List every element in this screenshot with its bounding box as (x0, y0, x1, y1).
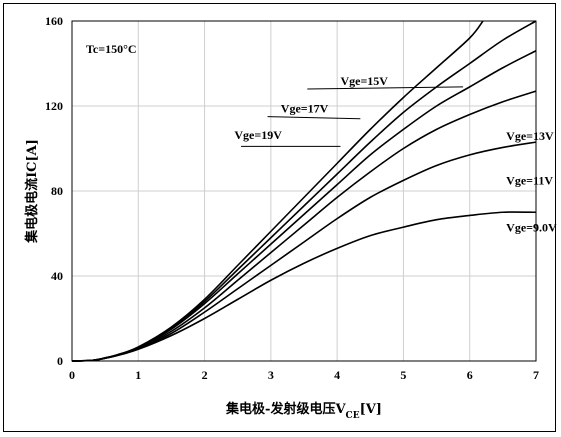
y-tick-label: 40 (51, 269, 63, 283)
x-tick-label: 1 (135, 368, 141, 382)
x-axis-label: 集电极-发射级电压VCE[V] (225, 401, 382, 421)
x-tick-label: 0 (69, 368, 75, 382)
callout-line (307, 86, 464, 90)
series-label: Vge=19V (234, 128, 282, 142)
series-label: Vge=13V (506, 129, 554, 143)
series-line (71, 211, 537, 362)
series-line (71, 141, 537, 362)
x-axis-label-sub: CE (346, 411, 360, 421)
y-tick-labels: 0 40 80 120 160 (45, 14, 63, 368)
x-tick-labels: 0 1 2 3 4 5 6 7 (69, 368, 539, 382)
plot-border (71, 20, 537, 362)
callout-line (267, 116, 361, 120)
series-label: Vge=17V (281, 101, 329, 115)
series-line (71, 90, 537, 362)
series-label: Vge=9.0V (506, 220, 557, 234)
series-label: Vge=15V (340, 74, 388, 88)
grid (71, 20, 537, 362)
x-tick-label: 7 (533, 368, 539, 382)
series-line (71, 20, 484, 362)
x-axis-label-unit: [V] (360, 402, 382, 417)
y-tick-label: 160 (45, 14, 63, 28)
series-label: Vge=11V (506, 174, 553, 188)
y-tick-label: 120 (45, 99, 63, 113)
y-axis-label: 集电极电流IC[A] (24, 139, 40, 244)
x-tick-label: 3 (268, 368, 274, 382)
x-tick-label: 6 (467, 368, 473, 382)
y-tick-label: 0 (57, 354, 63, 368)
y-tick-label: 80 (51, 184, 63, 198)
temperature-annotation: Tc=150°C (86, 42, 137, 56)
series-lines (71, 20, 537, 362)
x-tick-label: 2 (202, 368, 208, 382)
series-callouts: Vge=15V Vge=17V Vge=19V Vge=13V Vge=11V Vge=9… (234, 74, 557, 235)
x-axis-label-main: 集电极-发射级电压V (225, 401, 346, 417)
x-tick-label: 4 (334, 368, 340, 382)
x-tick-label: 5 (400, 368, 406, 382)
